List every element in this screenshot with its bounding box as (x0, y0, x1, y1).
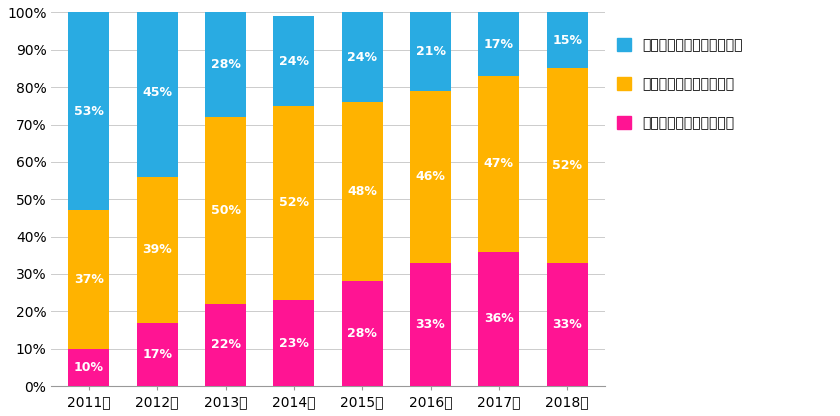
Text: 23%: 23% (279, 337, 309, 349)
Bar (137, 177, 178, 322)
Text: 52%: 52% (279, 196, 309, 210)
Bar (273, 300, 314, 386)
Text: 21%: 21% (416, 45, 445, 58)
Text: 45%: 45% (142, 86, 172, 99)
Text: 39%: 39% (142, 243, 172, 256)
Text: 24%: 24% (279, 54, 309, 67)
Bar (479, 252, 519, 386)
Text: 17%: 17% (142, 348, 172, 361)
Bar (68, 349, 109, 386)
Bar (205, 117, 246, 304)
Bar (205, 12, 246, 117)
Bar (137, 322, 178, 386)
Bar (547, 12, 588, 69)
Text: 17%: 17% (484, 38, 514, 51)
Bar (547, 69, 588, 263)
Bar (410, 12, 451, 91)
Bar (342, 12, 383, 102)
Bar (68, 12, 109, 210)
Text: 37%: 37% (74, 273, 104, 286)
Text: 24%: 24% (347, 51, 377, 64)
Bar (342, 282, 383, 386)
Text: 48%: 48% (347, 185, 377, 198)
Text: 28%: 28% (347, 327, 377, 340)
Text: 52%: 52% (552, 159, 582, 172)
Text: 50%: 50% (211, 204, 240, 217)
Text: 10%: 10% (74, 361, 104, 374)
Bar (547, 263, 588, 386)
Text: 36%: 36% (484, 312, 514, 325)
Bar (410, 91, 451, 263)
Text: 46%: 46% (416, 170, 445, 183)
Bar (342, 102, 383, 282)
Bar (205, 304, 246, 386)
Text: 33%: 33% (553, 318, 582, 331)
Bar (68, 210, 109, 349)
Bar (273, 16, 314, 106)
Legend: 以前より厳しくなっている, 以前とあまり変わらない, 以前より良くなっている: 以前より厳しくなっている, 以前とあまり変わらない, 以前より良くなっている (617, 38, 743, 130)
Text: 15%: 15% (552, 34, 582, 47)
Text: 22%: 22% (211, 339, 240, 352)
Bar (479, 12, 519, 76)
Bar (273, 106, 314, 300)
Bar (479, 76, 519, 252)
Text: 53%: 53% (74, 105, 104, 118)
Text: 28%: 28% (211, 58, 240, 71)
Bar (137, 9, 178, 177)
Text: 33%: 33% (416, 318, 445, 331)
Text: 47%: 47% (484, 157, 514, 170)
Bar (410, 263, 451, 386)
